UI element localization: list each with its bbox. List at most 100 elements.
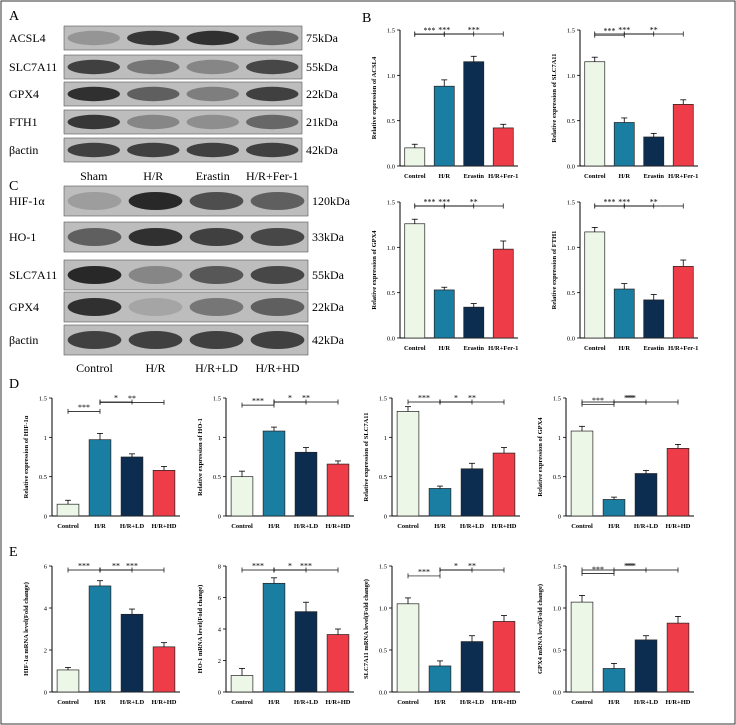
y-tick-label: 0.0	[567, 336, 575, 343]
x-tick-label: Control	[231, 699, 253, 706]
x-tick-label: Control	[584, 173, 606, 180]
blot-band	[128, 331, 183, 349]
x-tick-label: H/R+LD	[460, 699, 485, 706]
bar	[152, 646, 176, 693]
bar	[584, 61, 606, 167]
x-tick-label: H/R	[608, 523, 620, 530]
x-tick-label: Control	[57, 523, 79, 530]
sig-label: ***	[418, 394, 430, 403]
blot-band	[250, 331, 305, 349]
bar	[570, 430, 594, 517]
sig-label: ***	[624, 562, 636, 571]
x-tick-label: Control	[404, 173, 426, 180]
blot-band	[189, 192, 244, 210]
blot-row-label: FTH1	[9, 115, 38, 129]
y-tick-label: 1	[384, 435, 387, 442]
y-tick-label: 4	[44, 606, 48, 613]
sig-label: ***	[604, 27, 616, 36]
sig-label: **	[128, 394, 136, 403]
x-tick-label: H/R	[438, 173, 450, 180]
blot-lane-label: H/R	[145, 361, 165, 375]
bar-charts: 0.0 0.5 1.0 1.5 Relative expression of ACSL4…	[23, 26, 698, 707]
y-tick-label: 8	[218, 564, 221, 571]
bar	[433, 289, 455, 339]
y-tick-label: 1.0	[379, 606, 387, 613]
sig-label: **	[650, 26, 658, 35]
panel-letter-c: C	[9, 179, 18, 194]
blot-kda-label: 22kDa	[306, 87, 339, 101]
x-tick-label: H/R+HD	[491, 523, 516, 530]
y-tick-label: 1.0	[387, 245, 395, 252]
blot-row-label: GPX4	[9, 87, 39, 101]
sig-label: ***	[438, 198, 450, 207]
blot-band	[250, 228, 305, 246]
bar	[120, 456, 144, 517]
y-tick-label: 2	[44, 648, 47, 655]
y-tick-label: 0.5	[567, 290, 575, 297]
chart-b4: 0.0 0.5 1.0 1.5 Relative expression of FTH1 C…	[551, 198, 698, 353]
y-tick-label: 0	[218, 690, 221, 697]
y-tick-label: 0.0	[387, 336, 395, 343]
x-tick-label: H/R+Fer-1	[488, 173, 518, 180]
blot-band	[67, 192, 122, 210]
y-tick-label: 1.5	[387, 28, 395, 35]
chart-d2: 0 0.5 1 1.5 Relative expression of HO-1 Contr…	[197, 394, 354, 530]
sig-label: ***	[592, 396, 604, 405]
x-tick-label: Control	[571, 699, 593, 706]
bar	[428, 488, 452, 517]
blot-kda-label: 42kDa	[306, 143, 339, 157]
bar	[56, 503, 80, 517]
bar	[602, 668, 626, 693]
y-tick-label: 0.0	[567, 164, 575, 171]
blot-band	[189, 331, 244, 349]
sig-label: ***	[468, 26, 480, 35]
y-tick-label: 0	[218, 514, 221, 521]
blot-band	[250, 192, 305, 210]
x-tick-label: Erastin	[643, 345, 664, 352]
bar	[602, 499, 626, 517]
blot-band	[128, 298, 183, 316]
sig-label: **	[468, 394, 476, 403]
blot-band	[128, 266, 183, 284]
sig-label: ***	[252, 562, 264, 571]
y-tick-label: 0	[44, 690, 47, 697]
x-tick-label: H/R	[434, 523, 446, 530]
bar	[634, 473, 658, 517]
bar	[433, 85, 455, 167]
blot-band	[189, 228, 244, 246]
x-tick-label: H/R+HD	[491, 699, 516, 706]
blot-lane-label: Erastin	[196, 169, 230, 183]
panel-letter-a: A	[9, 9, 20, 24]
bar	[294, 451, 318, 517]
x-tick-label: Control	[584, 345, 606, 352]
blot-lane-label: H/R+LD	[195, 361, 238, 375]
y-tick-label: 1.5	[39, 396, 47, 403]
y-axis-label: HIF-1α mRNA level(Fold change)	[23, 582, 30, 676]
panel-letter-b: B	[362, 11, 371, 26]
blot-band	[67, 59, 120, 75]
y-tick-label: 1.5	[387, 200, 395, 207]
blot-band	[246, 30, 299, 46]
bar	[396, 411, 420, 517]
x-tick-label: H/R+LD	[634, 699, 659, 706]
chart-e3: 0.0 0.5 1.0 1.5 SLC7A11 mRNA level(Fold chan…	[363, 562, 520, 706]
bar	[152, 470, 176, 517]
y-tick-label: 1.5	[553, 396, 561, 403]
y-tick-label: 0.5	[379, 648, 387, 655]
bar	[88, 585, 112, 693]
x-tick-label: H/R+Fer-1	[668, 173, 698, 180]
blot-row-label: HIF-1α	[9, 194, 45, 208]
y-tick-label: 0.5	[379, 474, 387, 481]
x-tick-label: H/R+LD	[294, 699, 319, 706]
y-tick-label: 2	[218, 658, 221, 665]
panel-letter-d: D	[9, 377, 19, 392]
bar	[463, 61, 485, 167]
bar	[634, 639, 658, 693]
panel-letter-e: E	[9, 545, 18, 560]
x-tick-label: Control	[231, 523, 253, 530]
y-tick-label: 0.0	[387, 164, 395, 171]
sig-label: *	[288, 394, 292, 403]
bar	[404, 223, 426, 339]
y-axis-label: Relative expression of ACSL4	[371, 56, 378, 139]
